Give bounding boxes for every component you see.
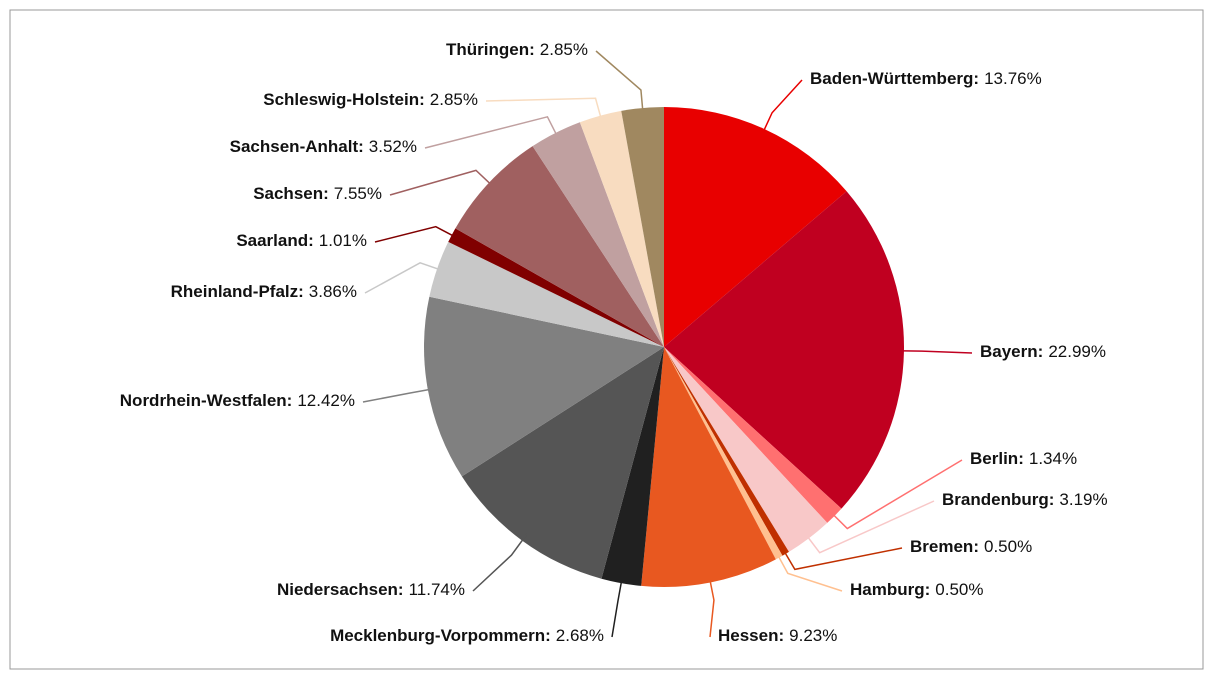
value-label: 7.55%: [334, 184, 382, 203]
slice-label: Saarland: 1.01%: [236, 231, 367, 250]
separator: :: [308, 231, 314, 250]
value-label: 2.85%: [430, 90, 478, 109]
separator: :: [973, 69, 979, 88]
pie-slice: [664, 347, 842, 523]
separator: :: [1038, 342, 1044, 361]
leader-line: [781, 546, 903, 571]
separator: :: [1049, 490, 1055, 509]
separator: :: [778, 626, 784, 645]
separator: :: [529, 40, 535, 59]
category-name: Hessen: [718, 626, 778, 645]
value-label: 3.52%: [369, 137, 417, 156]
category-name: Bayern: [980, 342, 1038, 361]
value-label: 3.19%: [1059, 490, 1107, 509]
separator: :: [1018, 449, 1024, 468]
pie-slice: [532, 122, 664, 347]
slice-label: Schleswig-Holstein: 2.85%: [263, 90, 478, 109]
slice-label: Sachsen-Anhalt: 3.52%: [230, 137, 417, 156]
slice-label: Niedersachsen: 11.74%: [277, 580, 465, 599]
leader-line: [595, 50, 645, 116]
slice-label: Thüringen: 2.85%: [446, 40, 588, 59]
pie-slice: [424, 296, 664, 477]
leader-line: [424, 115, 560, 149]
pie-slice: [664, 107, 847, 347]
pie-slice: [455, 146, 664, 347]
separator: :: [323, 184, 329, 203]
separator: :: [398, 580, 404, 599]
pie-slice: [664, 191, 904, 509]
value-label: 9.23%: [789, 626, 837, 645]
value-label: 0.50%: [935, 580, 983, 599]
pie-slice: [664, 347, 783, 560]
pie-slice: [621, 107, 664, 347]
leader-line: [828, 459, 963, 530]
leader-line: [611, 575, 624, 638]
leader-line: [895, 350, 973, 354]
leader-line: [472, 533, 528, 592]
slice-label: Hamburg: 0.50%: [850, 580, 984, 599]
slice-label: Brandenburg: 3.19%: [942, 490, 1108, 509]
pie-slice: [461, 347, 664, 579]
pie-slice: [448, 228, 664, 347]
slice-label: Mecklenburg-Vorpommern: 2.68%: [330, 626, 604, 645]
slice-label: Bayern: 22.99%: [980, 342, 1106, 361]
pie-slice: [429, 241, 664, 347]
slice-label: Sachsen: 7.55%: [253, 184, 382, 203]
pie-slice: [579, 110, 664, 347]
category-name: Mecklenburg-Vorpommern: [330, 626, 545, 645]
category-name: Berlin: [970, 449, 1018, 468]
value-label: 12.42%: [297, 391, 355, 410]
separator: :: [419, 90, 425, 109]
leader-line: [389, 169, 496, 196]
slice-label: Bremen: 0.50%: [910, 537, 1032, 556]
separator: :: [358, 137, 364, 156]
slice-label: Rheinland-Pfalz: 3.86%: [171, 282, 357, 301]
value-label: 22.99%: [1048, 342, 1106, 361]
category-name: Rheinland-Pfalz: [171, 282, 299, 301]
category-name: Baden-Württemberg: [810, 69, 973, 88]
category-name: Thüringen: [446, 40, 529, 59]
leader-line: [774, 550, 843, 592]
value-label: 1.34%: [1029, 449, 1077, 468]
category-name: Saarland: [236, 231, 308, 250]
category-name: Nordrhein-Westfalen: [120, 391, 287, 410]
category-name: Hamburg: [850, 580, 925, 599]
slice-label: Berlin: 1.34%: [970, 449, 1077, 468]
category-name: Schleswig-Holstein: [263, 90, 419, 109]
value-label: 3.86%: [309, 282, 357, 301]
separator: :: [973, 537, 979, 556]
value-label: 0.50%: [984, 537, 1032, 556]
leader-line: [485, 97, 604, 124]
category-name: Bremen: [910, 537, 973, 556]
category-name: Brandenburg: [942, 490, 1049, 509]
pie-slice: [601, 347, 664, 586]
separator: :: [925, 580, 931, 599]
separator: :: [287, 391, 293, 410]
value-label: 2.68%: [556, 626, 604, 645]
value-label: 1.01%: [319, 231, 367, 250]
pie-slice: [664, 347, 828, 552]
leader-line: [708, 574, 715, 638]
leader-line: [374, 225, 460, 243]
value-label: 11.74%: [409, 580, 465, 599]
value-label: 13.76%: [984, 69, 1042, 88]
leader-line: [364, 262, 445, 294]
pie-slice: [641, 347, 776, 588]
slice-label: Baden-Württemberg: 13.76%: [810, 69, 1042, 88]
category-name: Niedersachsen: [277, 580, 398, 599]
leader-line: [803, 500, 935, 554]
separator: :: [298, 282, 304, 301]
slice-label: Nordrhein-Westfalen: 12.42%: [120, 391, 355, 410]
separator: :: [545, 626, 551, 645]
pie-slice: [664, 347, 789, 556]
leader-line: [760, 79, 803, 137]
value-label: 2.85%: [540, 40, 588, 59]
leader-line: [362, 387, 436, 403]
category-name: Sachsen-Anhalt: [230, 137, 359, 156]
category-name: Sachsen: [253, 184, 323, 203]
slice-label: Hessen: 9.23%: [718, 626, 837, 645]
